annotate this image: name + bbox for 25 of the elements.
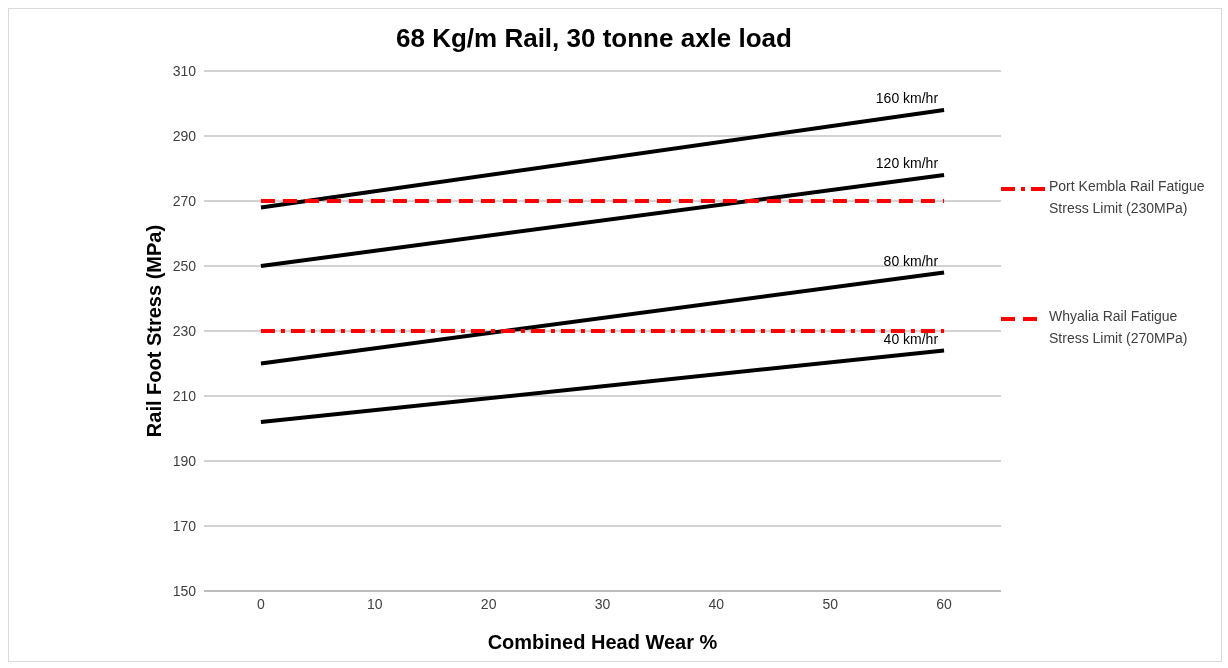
x-axis-title: Combined Head Wear % (487, 631, 718, 653)
y-tick-label: 310 (172, 62, 197, 79)
y-axis-title: Rail Foot Stress (MPa) (143, 224, 166, 438)
y-tick-label: 290 (172, 127, 197, 144)
series-label: 80 km/hr (883, 252, 939, 269)
x-tick-label: 50 (822, 595, 839, 612)
y-tick-label: 190 (172, 452, 197, 469)
x-tick-label: 20 (480, 595, 497, 612)
x-tick-label: 40 (708, 595, 725, 612)
series-label: 120 km/hr (875, 155, 939, 171)
x-tick-label: 30 (594, 595, 611, 612)
legend-label: Whyalia Rail Fatigue Stress Limit (270MPa) (1049, 307, 1189, 348)
series-label: 40 km/hr (883, 330, 939, 347)
series-label: 160 km/hr (875, 90, 939, 106)
y-tick-label: 270 (172, 192, 197, 209)
y-tick-label: 210 (172, 387, 197, 404)
y-tick-label: 150 (172, 582, 197, 599)
y-tick-label: 250 (172, 257, 197, 274)
chart-title: 68 Kg/m Rail, 30 tonne axle load (395, 23, 793, 54)
legend-label: Port Kembla Rail Fatigue Stress Limit (230MPa) (1049, 177, 1206, 218)
y-tick-label: 170 (172, 517, 197, 534)
x-tick-label: 10 (367, 595, 383, 612)
y-tick-label: 230 (172, 322, 197, 339)
x-tick-label: 60 (936, 595, 953, 612)
x-tick-label: 0 (257, 595, 266, 612)
